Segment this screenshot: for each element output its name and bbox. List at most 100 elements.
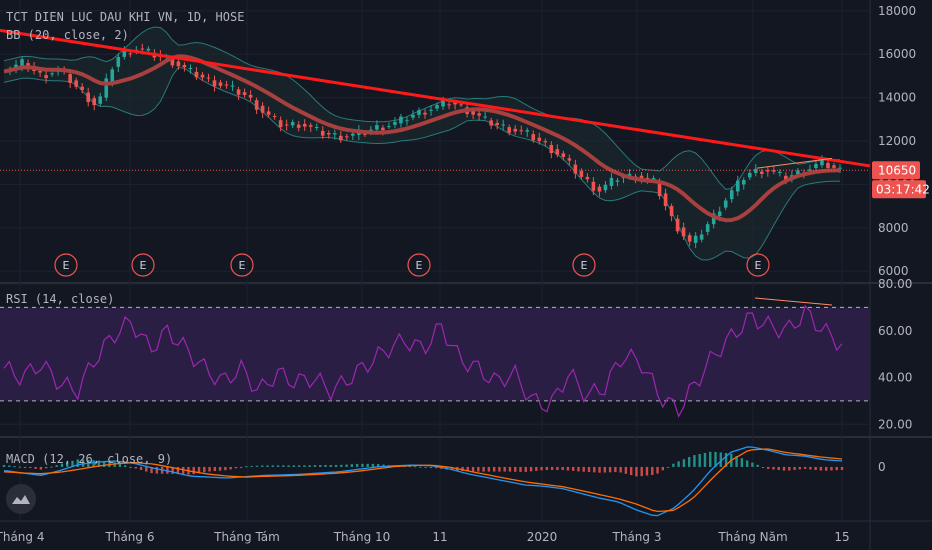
macd-histogram-bar [629, 466, 633, 476]
macd-histogram-bar [687, 456, 691, 467]
candle-body [549, 144, 554, 154]
y-tick-label: 18000 [878, 4, 916, 18]
macd-histogram-bar [529, 466, 533, 472]
y-tick-label: 14000 [878, 91, 916, 105]
macd-histogram-bar [382, 464, 385, 467]
macd-histogram-bar [666, 466, 670, 468]
earnings-marker-label: E [239, 259, 246, 272]
earnings-marker-circle [407, 253, 431, 277]
candle-body [772, 170, 776, 172]
candle-body [717, 211, 722, 217]
macd-histogram-bar [181, 466, 185, 475]
candle-body [248, 95, 253, 98]
macd-histogram-bar [724, 452, 728, 467]
macd-histogram-bar [261, 465, 264, 467]
macd-histogram-bar [13, 466, 16, 468]
y-tick-label: 6000 [878, 264, 909, 278]
macd-histogram-bar [777, 466, 780, 471]
macd-histogram-bar [334, 465, 338, 467]
macd-histogram-bar [239, 466, 243, 468]
macd-histogram-bar [124, 465, 127, 467]
macd-histogram-bar [761, 466, 765, 468]
candle-body [705, 224, 710, 232]
candle-body [663, 193, 668, 207]
candle-body [760, 171, 764, 175]
candle-body [447, 104, 451, 106]
candle-body [669, 206, 674, 217]
candle-body [68, 74, 72, 83]
y-tick-label: 16000 [878, 47, 916, 61]
macd-histogram-bar [255, 465, 259, 467]
candle-body [302, 123, 307, 127]
candle-body [176, 61, 181, 67]
candle-body [260, 105, 265, 113]
macd-histogram-bar [329, 465, 332, 467]
candle-body [393, 121, 397, 125]
candle-body [399, 116, 403, 124]
candle-body [290, 122, 295, 126]
macd-histogram-bar [92, 460, 95, 467]
y-tick-label: 8000 [878, 221, 909, 235]
candle-body [116, 56, 121, 67]
macd-histogram-bar [482, 466, 485, 472]
last-price-tag [872, 161, 920, 180]
rsi-y-tick-label: 40.00 [878, 371, 912, 385]
rsi-line [3, 304, 843, 418]
macd-histogram-bar [698, 453, 701, 467]
macd-histogram-bar [297, 465, 301, 467]
macd-histogram-bar [276, 465, 280, 467]
macd-histogram-bar [540, 466, 543, 471]
macd-histogram-bar [651, 466, 654, 476]
candle-body [314, 126, 319, 129]
macd-histogram-bar [767, 466, 770, 469]
x-tick-label: Tháng 10 [333, 530, 391, 544]
candle-body [236, 89, 241, 95]
macd-histogram-bar [835, 466, 838, 471]
candle-body [657, 181, 662, 197]
macd-histogram-bar [782, 466, 786, 471]
macd-histogram-bar [793, 466, 796, 470]
bollinger-lower-band [3, 67, 840, 261]
candle-body [615, 180, 620, 182]
candle-body [423, 112, 427, 115]
candle-body [417, 110, 421, 115]
tradingview-logo-icon[interactable] [6, 484, 36, 514]
macd-histogram-bar [477, 466, 480, 472]
candle-body [375, 125, 379, 130]
candle-body [681, 227, 686, 237]
macd-histogram-bar [23, 466, 27, 468]
candle-body [507, 127, 512, 133]
macd-histogram-bar [492, 466, 496, 472]
macd-histogram-bar [113, 462, 116, 467]
macd-histogram-bar [271, 465, 274, 467]
candle-body [651, 178, 656, 180]
macd-histogram-bar [524, 466, 527, 472]
candle-body [44, 75, 48, 79]
macd-histogram-bar [693, 455, 696, 467]
macd-histogram-bar [71, 460, 74, 467]
candle-body [50, 73, 54, 75]
macd-histogram-bar [18, 466, 22, 468]
candle-body [621, 177, 626, 179]
macd-histogram-bar [582, 466, 585, 472]
candle-body [603, 184, 608, 191]
candle-body [266, 111, 271, 115]
macd-histogram-bar [81, 459, 85, 467]
macd-histogram-bar [840, 466, 844, 471]
macd-histogram-bar [424, 466, 427, 468]
macd-histogram-bar [429, 466, 433, 468]
macd-y-tick-label: 0 [878, 460, 886, 474]
candle-body [513, 128, 518, 132]
macd-histogram-bar [503, 466, 506, 472]
candle-body [711, 213, 716, 225]
candle-body [296, 124, 301, 128]
candle-body [435, 105, 439, 109]
macd-histogram-bar [355, 463, 359, 467]
x-tick-label: Tháng Tám [213, 530, 280, 544]
rsi-y-tick-label: 60.00 [878, 324, 912, 338]
candle-body [188, 67, 193, 69]
candle-body [489, 120, 493, 126]
macd-histogram-bar [598, 466, 601, 473]
macd-histogram-bar [266, 465, 269, 467]
macd-histogram-bar [377, 464, 380, 467]
